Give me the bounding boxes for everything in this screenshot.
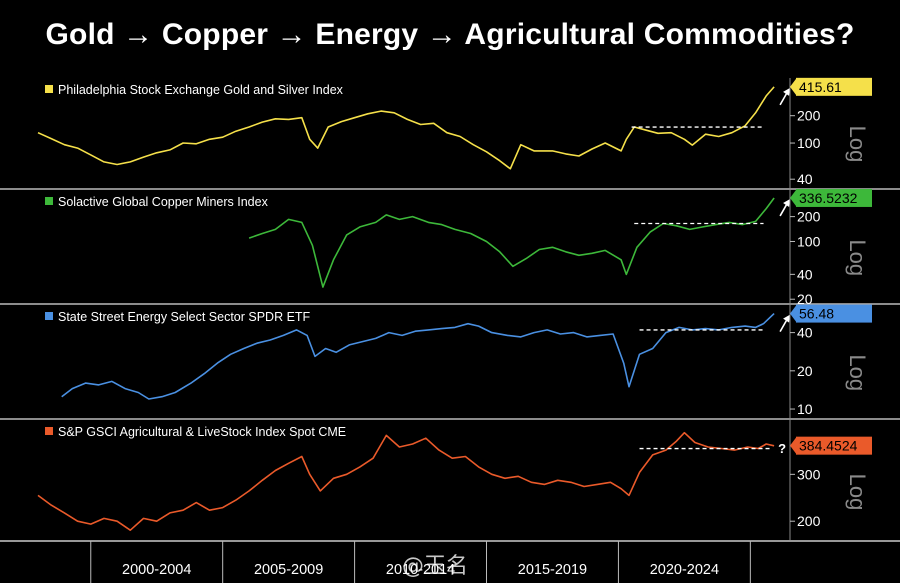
x-tick-label: 2015-2019: [518, 562, 587, 578]
last-value-badge: [796, 77, 872, 96]
annotation-question-mark: ?: [778, 441, 786, 456]
last-value-badge: [796, 304, 872, 323]
last-value-label: 384.4524: [799, 438, 858, 454]
series-legend-swatch: [45, 197, 53, 205]
series-line: [61, 313, 775, 400]
y-tick-label: 100: [797, 233, 821, 249]
series-line: [37, 431, 775, 532]
series-title: Philadelphia Stock Exchange Gold and Sil…: [58, 83, 344, 97]
chart-panel-2: Solactive Global Copper Miners Index 20 40…: [0, 188, 900, 307]
y-tick-label: 20: [797, 363, 813, 379]
last-value-badge: [796, 436, 872, 455]
chart-panel-4: S&P GSCI Agricultural & LiveStock Index …: [0, 420, 900, 542]
x-tick-label: 2000-2004: [122, 562, 191, 578]
series-line: [37, 86, 775, 170]
x-tick-label: 2005-2009: [254, 562, 323, 578]
y-tick-label: 40: [797, 325, 813, 341]
last-value-pointer: [790, 189, 796, 206]
arrow-head: [783, 314, 791, 323]
y-tick-label: 10: [797, 401, 813, 417]
log-scale-label: Log: [845, 354, 870, 391]
chart-panel-3: State Street Energy Select Sector SPDR E…: [0, 304, 900, 420]
y-tick-label: 20: [797, 291, 813, 307]
series-title: State Street Energy Select Sector SPDR E…: [58, 310, 311, 324]
chart-headline: Gold → Copper → Energy → Agricultural Co…: [45, 18, 855, 51]
last-value-label: 415.61: [799, 79, 842, 95]
series-title: Solactive Global Copper Miners Index: [58, 195, 269, 209]
up-arrow-icon: [779, 198, 791, 217]
y-tick-label: 200: [797, 108, 821, 124]
last-value-label: 336.5232: [799, 190, 858, 206]
log-scale-label: Log: [845, 126, 870, 163]
up-arrow-icon: [779, 314, 791, 332]
chart-panel-1: Philadelphia Stock Exchange Gold and Sil…: [0, 77, 900, 190]
y-tick-label: 200: [797, 209, 821, 225]
series-line: [248, 197, 775, 288]
series-legend-swatch: [45, 312, 53, 320]
x-tick-label: 2020-2024: [650, 562, 719, 578]
arrow-head: [783, 198, 791, 207]
arrow-head: [783, 87, 791, 96]
y-tick-label: 200: [797, 513, 821, 529]
series-title: S&P GSCI Agricultural & LiveStock Index …: [58, 425, 346, 439]
watermark-text: @玉名: [402, 554, 469, 579]
y-tick-label: 40: [797, 171, 813, 187]
log-scale-label: Log: [845, 474, 870, 511]
series-legend-swatch: [45, 85, 53, 93]
last-value-pointer: [790, 78, 796, 95]
y-tick-label: 40: [797, 266, 813, 282]
last-value-pointer: [790, 437, 796, 454]
log-scale-label: Log: [845, 239, 870, 276]
series-legend-swatch: [45, 427, 53, 435]
up-arrow-icon: [779, 87, 791, 106]
x-tick-label: 2010-2014: [386, 562, 455, 578]
last-value-label: 56.48: [799, 306, 834, 322]
last-value-pointer: [790, 305, 796, 322]
x-axis: 2000-2004 2005-2009 2010-2014 2015-2019 2020…: [0, 540, 900, 583]
y-tick-label: 100: [797, 135, 821, 151]
last-value-badge: [796, 188, 872, 207]
y-tick-label: 300: [797, 466, 821, 482]
